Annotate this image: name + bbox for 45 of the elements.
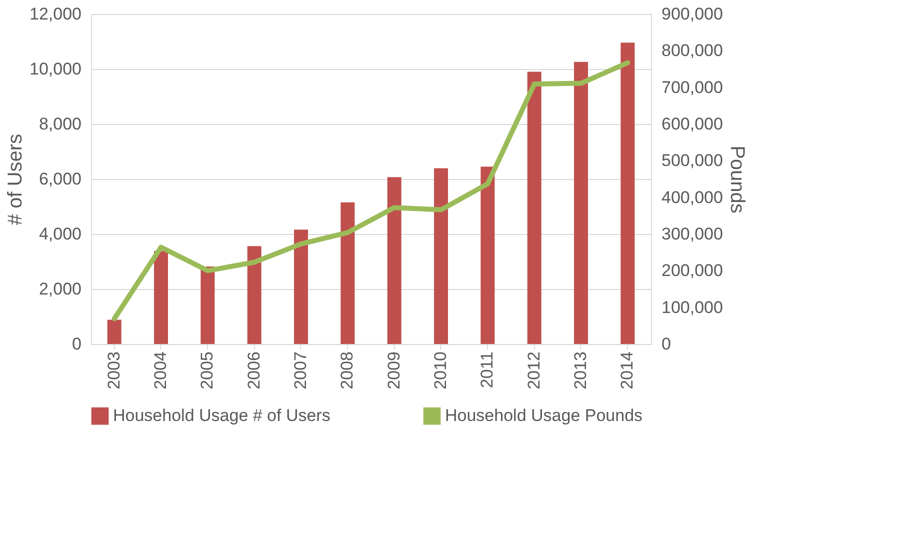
y2-tick-label: 400,000 bbox=[662, 188, 723, 207]
x-tick-label: 2012 bbox=[524, 352, 544, 390]
bar bbox=[154, 251, 168, 344]
bar bbox=[294, 230, 308, 344]
bar bbox=[574, 62, 588, 344]
y-tick-label: 6,000 bbox=[38, 170, 82, 188]
x-tick-label: 2006 bbox=[244, 352, 264, 390]
y2-tick-label: 200,000 bbox=[662, 261, 723, 280]
y2-tick-label: 300,000 bbox=[662, 224, 723, 244]
y-tick-label: 8,000 bbox=[38, 114, 82, 134]
y2-tick-label: 600,000 bbox=[662, 114, 723, 134]
legend-label: Household Usage Pounds bbox=[445, 406, 643, 426]
x-tick-label: 2005 bbox=[198, 352, 217, 390]
y2-tick-label: 800,000 bbox=[662, 41, 723, 60]
bar bbox=[200, 266, 215, 344]
y2-tick-label: 100,000 bbox=[662, 298, 723, 317]
x-tick-label: 2004 bbox=[151, 352, 170, 390]
y-axis-title: # of Users bbox=[4, 134, 27, 226]
y-tick-label: 4,000 bbox=[38, 224, 82, 244]
y2-tick-label: 900,000 bbox=[662, 4, 723, 24]
y2-tick-label: 500,000 bbox=[662, 151, 723, 170]
bar bbox=[387, 177, 402, 344]
bar bbox=[480, 166, 495, 344]
x-tick-label: 2009 bbox=[384, 352, 404, 390]
y2-tick-label: 700,000 bbox=[662, 78, 723, 97]
y-tick-label: 12,000 bbox=[30, 4, 82, 24]
x-tick-label: 2007 bbox=[291, 352, 310, 390]
y2-tick-label: 0 bbox=[662, 334, 671, 354]
y-tick-label: 2,000 bbox=[38, 280, 82, 298]
y2-axis-title: Pounds bbox=[726, 146, 748, 214]
x-tick-label: 2013 bbox=[571, 352, 590, 390]
x-tick-label: 2010 bbox=[431, 352, 450, 390]
legend-label: Household Usage # of Users bbox=[113, 406, 330, 426]
x-tick-label: 2008 bbox=[338, 352, 357, 390]
bar bbox=[107, 320, 122, 344]
bar bbox=[247, 246, 262, 344]
bar bbox=[340, 202, 355, 344]
x-tick-label: 2003 bbox=[104, 352, 124, 390]
y-tick-label: 0 bbox=[72, 334, 82, 354]
bar bbox=[527, 72, 542, 344]
x-tick-label: 2011 bbox=[478, 352, 497, 388]
x-tick-label: 2014 bbox=[618, 352, 637, 390]
y-tick-label: 10,000 bbox=[30, 60, 82, 78]
bar bbox=[434, 168, 448, 344]
bar bbox=[620, 42, 635, 344]
